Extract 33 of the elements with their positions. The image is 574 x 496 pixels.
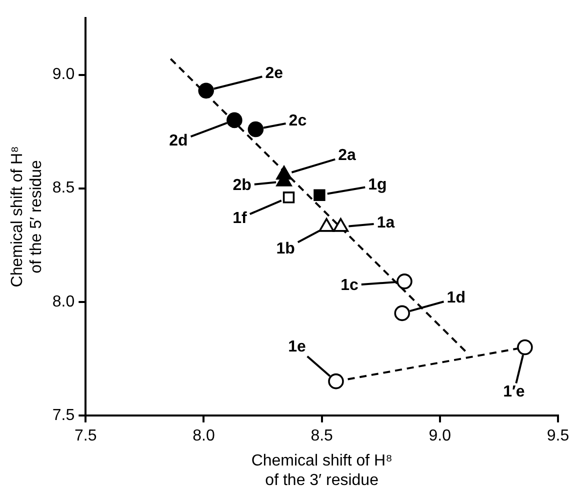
annotation: 1f	[232, 210, 248, 227]
x-tick-label: 8.5	[310, 427, 334, 444]
annotation: 1d	[446, 290, 466, 307]
point	[396, 274, 412, 290]
annotation: 2e	[265, 65, 284, 82]
y-axis-title: Chemical shift of H⁸ of the 5′ residue	[9, 146, 46, 288]
annotation: 1g	[368, 176, 387, 194]
annotation: 2c	[288, 112, 307, 130]
y-tick-label: 8.5	[52, 180, 75, 197]
x-tick-label: 7.5	[74, 427, 97, 444]
annotation: 1b	[276, 240, 296, 258]
y-tick-label: 7.5	[52, 406, 75, 424]
annotation: 2d	[169, 132, 188, 150]
annotation: 1′e	[503, 384, 525, 401]
x-axis-title: Chemical shift of H⁸ of the 3′ residue	[251, 452, 392, 489]
point	[282, 192, 295, 204]
annotation: 1e	[288, 338, 306, 356]
point	[314, 189, 326, 201]
y-tick-label: 9.0	[52, 66, 75, 84]
x-tick-label: 8.0	[192, 427, 215, 444]
annotation: 2b	[232, 176, 252, 194]
point	[198, 82, 214, 99]
point	[517, 339, 533, 356]
point	[226, 112, 242, 128]
annotation: 2a	[338, 147, 356, 164]
x-tick-label: 9.5	[546, 427, 570, 444]
point	[394, 305, 410, 322]
x-tick-label: 9.0	[428, 427, 452, 444]
annotation: 1a	[376, 214, 395, 232]
annotation: 1c	[340, 276, 358, 294]
y-tick-label: 8.0	[52, 293, 75, 310]
point	[248, 121, 264, 138]
point	[328, 373, 344, 390]
